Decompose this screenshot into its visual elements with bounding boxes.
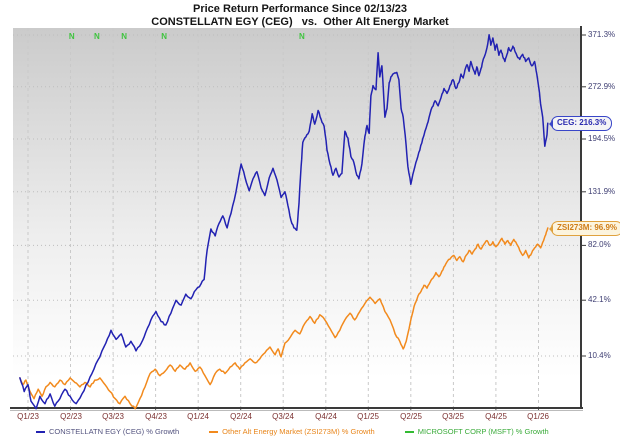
chart-title: Price Return Performance Since 02/13/23 <box>193 3 407 15</box>
x-tick-label: Q1/24 <box>187 412 209 421</box>
x-tick-label: Q1/23 <box>17 412 39 421</box>
news-event-marker: N <box>94 32 100 41</box>
alt-energy-line-swatch <box>209 430 219 433</box>
ceg-end-value-badge: CEG: 216.3% <box>548 116 613 131</box>
news-event-marker: N <box>161 32 167 41</box>
y-tick-label: 131.9% <box>588 187 616 196</box>
x-tick-label: Q2/25 <box>400 412 422 421</box>
legend-label-alt-energy: Other Alt Energy Market (ZSI273M) % Grow… <box>222 427 375 436</box>
y-tick-label: 42.1% <box>588 295 611 304</box>
x-tick-label: Q1/25 <box>357 412 379 421</box>
chart-subtitle: CONSTELLATN EGY (CEG) vs. Other Alt Ener… <box>151 16 449 28</box>
legend-item-ceg: CONSTELLATN EGY (CEG) % Growth <box>36 427 179 436</box>
x-tick-label: Q1/26 <box>527 412 549 421</box>
x-tick-label: Q4/24 <box>315 412 337 421</box>
zsi-end-value-badge: ZSI273M: 96.9% <box>548 221 620 236</box>
x-tick-label: Q2/23 <box>60 412 82 421</box>
x-tick-label: Q2/24 <box>230 412 252 421</box>
legend-label-msft: MICROSOFT CORP (MSFT) % Growth <box>417 427 549 436</box>
y-tick-label: 82.0% <box>588 240 611 249</box>
series-line-alt-energy <box>19 227 549 410</box>
series-line-ceg <box>19 33 549 410</box>
chart-legend: CONSTELLATN EGY (CEG) % Growth Other Alt… <box>36 427 549 436</box>
x-tick-label: Q4/25 <box>485 412 507 421</box>
legend-item-alt-energy: Other Alt Energy Market (ZSI273M) % Grow… <box>209 427 375 436</box>
x-tick-label: Q4/23 <box>145 412 167 421</box>
x-tick-label: Q3/23 <box>102 412 124 421</box>
y-tick-label: 10.4% <box>588 351 611 360</box>
x-tick-label: Q3/25 <box>442 412 464 421</box>
x-tick-label: Q3/24 <box>272 412 294 421</box>
legend-item-msft: MICROSOFT CORP (MSFT) % Growth <box>404 427 549 436</box>
news-event-marker: N <box>69 32 75 41</box>
news-event-marker: N <box>299 32 305 41</box>
msft-line-swatch <box>404 430 414 433</box>
news-event-marker: N <box>121 32 127 41</box>
y-tick-label: 371.3% <box>588 30 616 39</box>
legend-label-ceg: CONSTELLATN EGY (CEG) % Growth <box>49 427 180 436</box>
y-tick-label: 272.9% <box>588 82 616 91</box>
y-tick-label: 194.5% <box>588 134 616 143</box>
ceg-line-swatch <box>36 430 45 433</box>
